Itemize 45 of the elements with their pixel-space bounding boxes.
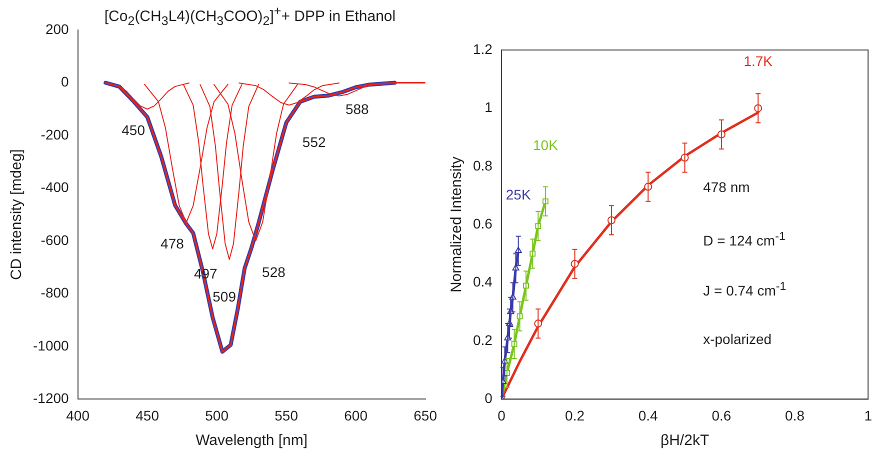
x-tick-label: 0.2 <box>565 407 585 424</box>
x-tick-label: 0.4 <box>638 407 658 424</box>
y-tick-label: 0.8 <box>472 157 493 174</box>
x-tick-label: 600 <box>344 407 368 424</box>
annotation: 478 <box>160 235 184 252</box>
x-axis-title: βH/2kT <box>660 432 710 450</box>
x-tick-label: 0 <box>498 407 506 424</box>
annotation: 478 nm <box>703 179 750 196</box>
x-tick-label: 400 <box>66 407 90 424</box>
y-tick-label: 200 <box>45 20 70 37</box>
y-tick-label: -400 <box>40 179 70 196</box>
y-tick-label: -1000 <box>32 337 70 354</box>
annotation: 509 <box>212 288 236 304</box>
y-tick-label: 0.4 <box>472 274 493 290</box>
text: 25K <box>506 186 532 203</box>
x-tick-label: 0.6 <box>712 407 732 424</box>
y-axis-title: CD intensity [mdeg] <box>8 149 26 280</box>
y-tick-label: -200 <box>40 126 70 142</box>
x-tick-label: 0.8 <box>785 407 805 424</box>
y-tick-label: 0.6 <box>472 215 493 232</box>
annotation: 552 <box>302 134 326 150</box>
x-axis-title: Wavelength [nm] <box>196 432 308 450</box>
y-tick-label: 0.2 <box>472 332 493 348</box>
x-tick-label: 500 <box>205 407 229 424</box>
y-axis-title: Normalized Intensity <box>448 156 466 293</box>
y-tick-label: 1 <box>484 99 493 116</box>
x-tick-label: 450 <box>136 407 160 424</box>
annotation: J = 0.74 cm$^{-1}$ <box>703 280 786 300</box>
x-tick-label: 650 <box>414 407 438 424</box>
y-tick-label: 0 <box>61 74 70 90</box>
annotation: 528 <box>262 264 286 280</box>
y-tick-label: -1200 <box>32 390 70 406</box>
y-tick-label: 0 <box>484 390 493 406</box>
text: 1.7K <box>744 52 774 69</box>
x-tick-label: 550 <box>274 407 298 424</box>
annotation: x-polarized <box>703 331 772 348</box>
chart-title: [Co$_{2}$(CH$_{3}$L4)(CH$_{3}$COO)$_{2}$]$^{+}$+ DPP in Ethanol <box>104 4 396 28</box>
annotation: 588 <box>345 100 370 117</box>
y-tick-label: 1.2 <box>472 40 493 57</box>
annotation: 450 <box>122 122 146 138</box>
text: 10K <box>533 137 559 154</box>
y-tick-label: -800 <box>40 284 70 301</box>
annotation: D = 124 cm$^{-1}$ <box>703 230 786 248</box>
x-tick-label: 1 <box>864 407 872 424</box>
y-tick-label: -600 <box>40 232 70 248</box>
